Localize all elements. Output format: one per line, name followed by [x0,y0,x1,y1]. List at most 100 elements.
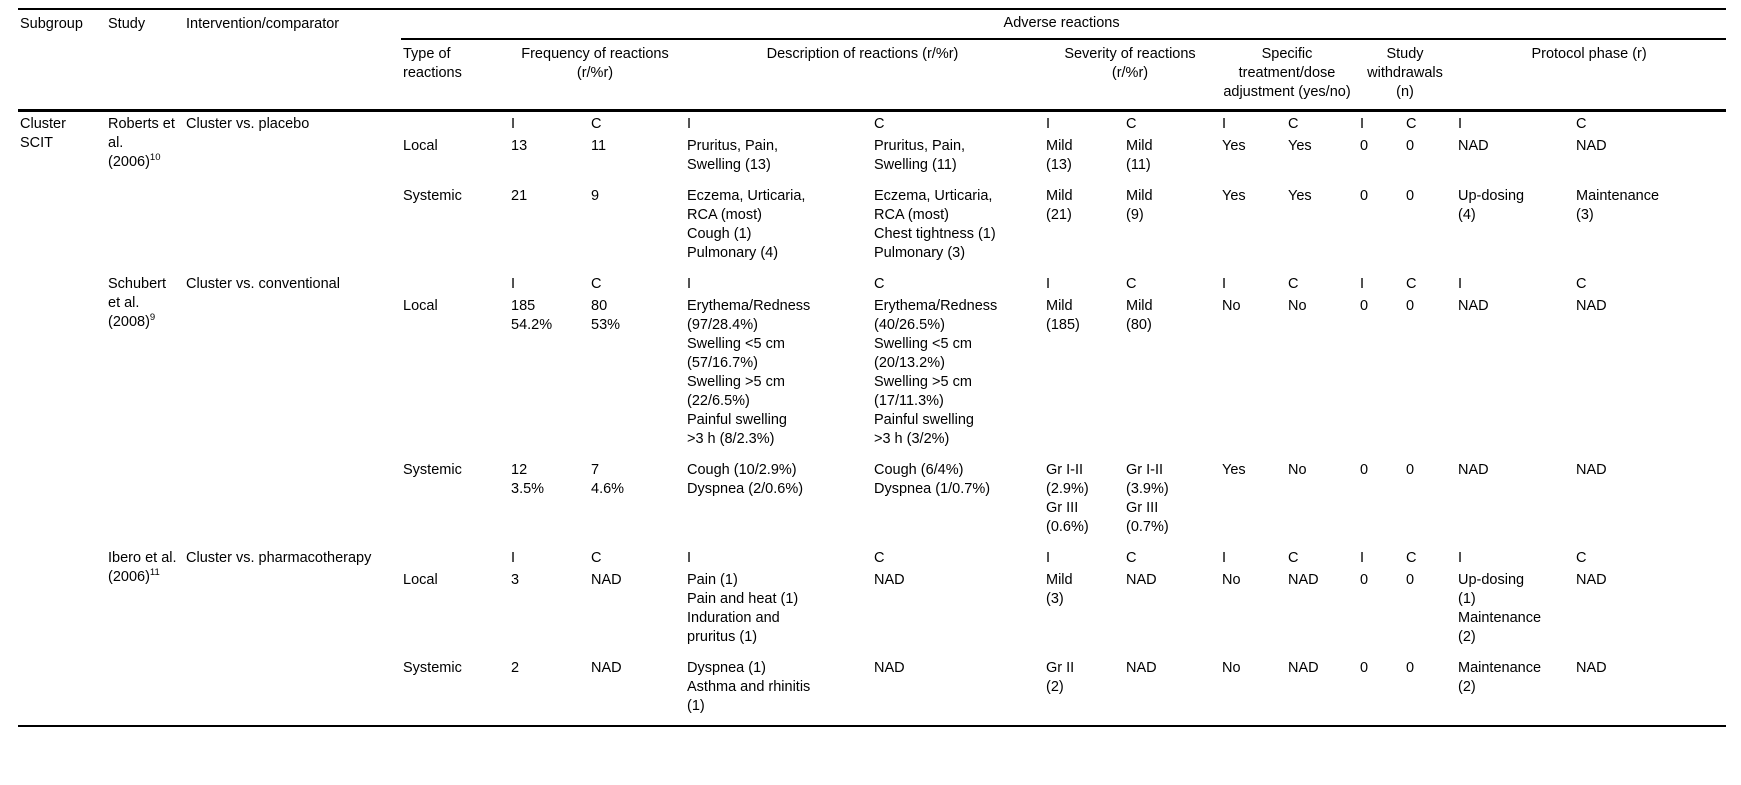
cell-frequency-c: 9 [591,188,600,204]
cell-frequency-i: 13 [511,138,528,154]
cell-description-c: Erythema/Redness (40/26.5%) Swelling <5 … [874,298,998,447]
cell-type [401,272,509,294]
cell-protocol-i: I [1458,116,1463,132]
col-header-treatment: Specific treatment/dose adjustment (yes/… [1220,39,1358,112]
cell-treatment-c: NAD [1288,572,1319,588]
ic-header-row: Schubert et al. (2008)9 Cluster vs. conv… [18,272,1726,330]
cell-description-i: I [687,550,692,566]
cell-protocol-c: NAD [1576,462,1607,478]
cell-withdrawals-c: C [1406,550,1417,566]
cell-description-i: Pain (1) Pain and heat (1) Induration an… [687,572,799,645]
cell-protocol-c: Maintenance (3) [1576,188,1660,223]
cell-treatment-i: No [1222,660,1241,676]
cell-protocol-c: C [1576,550,1587,566]
col-header-study: Study [106,9,184,112]
cell-type: Local [403,298,438,314]
cell-protocol-i: Up-dosing (4) [1458,188,1525,223]
adverse-reactions-table: Subgroup Study Intervention/comparator A… [18,8,1727,727]
cell-treatment-i: I [1222,550,1227,566]
ic-header-row: Ibero et al. (2006)11 Cluster vs. pharma… [18,546,1726,585]
cell-frequency-c: NAD [591,660,622,676]
cell-severity-c: NAD [1126,572,1157,588]
cell-protocol-c: NAD [1576,138,1607,154]
cell-severity-i: Gr I-II (2.9%) Gr III (0.6%) [1046,462,1089,535]
cell-description-i: Dyspnea (1) Asthma and rhinitis (1) [687,660,811,714]
col-header-severity: Severity of reactions (r/%r) [1044,39,1220,112]
col-header-description: Description of reactions (r/%r) [685,39,1044,112]
col-header-subgroup: Subgroup [18,9,106,112]
cell-study: Roberts et al. (2006)10 [106,111,184,273]
cell-withdrawals-c: 0 [1406,462,1415,478]
cell-frequency-i: 21 [511,188,528,204]
cell-type: Local [403,138,438,154]
cell-frequency-i: 3 [511,572,520,588]
col-header-adverse-reactions: Adverse reactions [401,9,1727,40]
cell-treatment-i: I [1222,276,1227,292]
col-header-protocol: Protocol phase (r) [1456,39,1727,112]
cell-frequency-c: 7 4.6% [591,462,625,497]
cell-withdrawals-i: 0 [1360,298,1369,314]
col-header-type: Type of reactions [401,39,509,112]
header-row-1: Subgroup Study Intervention/comparator A… [18,9,1727,112]
cell-description-i: Erythema/Redness (97/28.4%) Swelling <5 … [687,298,811,447]
cell-treatment-c: C [1288,550,1299,566]
cell-treatment-c: No [1288,298,1307,314]
cell-treatment-i: No [1222,572,1241,588]
cell-protocol-i: I [1458,276,1463,292]
cell-description-i: I [687,116,692,132]
cell-treatment-c: Yes [1288,138,1312,154]
cell-type [401,111,509,135]
cell-severity-c: C [1126,550,1137,566]
cell-frequency-i: 2 [511,660,520,676]
cell-treatment-c: No [1288,462,1307,478]
cell-description-i: Eczema, Urticaria, RCA (most) Cough (1) … [687,188,806,261]
header-row-2: Type of reactions Frequency of reactions… [18,39,1727,112]
study-reference-number: 11 [149,567,160,579]
cell-description-c: Cough (6/4%) Dyspnea (1/0.7%) [874,462,991,497]
cell-frequency-i: 185 54.2% [511,298,553,333]
cell-withdrawals-c: 0 [1406,188,1415,204]
cell-description-i: Pruritus, Pain, Swelling (13) [687,138,779,173]
study-name: Roberts et al. (2006) [108,116,175,170]
cell-withdrawals-c: C [1406,276,1417,292]
cell-intervention: Cluster vs. pharmacotherapy [186,550,372,566]
cell-description-c: C [874,550,885,566]
cell-withdrawals-i: I [1360,550,1365,566]
cell-severity-c: Mild (80) [1126,298,1153,333]
cell-type [401,546,509,568]
cell-frequency-c: 11 [591,138,607,154]
ic-header-row: Cluster SCIT Roberts et al. (2006)10 Clu… [18,111,1726,170]
cell-protocol-c: NAD [1576,572,1607,588]
cell-description-c: Eczema, Urticaria, RCA (most) Chest tigh… [874,188,996,261]
local-row: Local 185 54.2% 80 53% Erythema/Redness … [18,294,1726,458]
cell-severity-i: Mild (13) [1046,138,1073,173]
cell-study: Schubert et al. (2008)9 [106,272,184,546]
cell-treatment-i: Yes [1222,188,1246,204]
cell-severity-i: I [1046,550,1051,566]
cell-type: Systemic [403,188,462,204]
study-reference-number: 10 [149,152,161,164]
cell-frequency-i: I [511,116,516,132]
cell-description-i: Cough (10/2.9%) Dyspnea (2/0.6%) [687,462,804,497]
cell-frequency-c: C [591,550,602,566]
cell-withdrawals-c: 0 [1406,298,1415,314]
cell-study: Ibero et al. (2006)11 [106,546,184,726]
cell-severity-i: Mild (21) [1046,188,1073,223]
cell-description-c: C [874,116,885,132]
cell-withdrawals-i: 0 [1360,138,1369,154]
cell-severity-i: Gr II (2) [1046,660,1075,695]
cell-frequency-i: I [511,276,516,292]
cell-severity-c: Mild (11) [1126,138,1153,173]
cell-treatment-i: Yes [1222,138,1246,154]
cell-withdrawals-i: 0 [1360,462,1369,478]
cell-type: Systemic [403,660,462,676]
cell-treatment-i: Yes [1222,462,1246,478]
col-header-intervention: Intervention/comparator [184,9,401,112]
cell-severity-c: Gr I-II (3.9%) Gr III (0.7%) [1126,462,1169,535]
cell-treatment-i: I [1222,116,1227,132]
col-header-frequency: Frequency of reactions (r/%r) [509,39,685,112]
cell-severity-i: I [1046,116,1051,132]
cell-withdrawals-i: 0 [1360,660,1369,676]
cell-treatment-c: C [1288,276,1299,292]
cell-severity-c: Mild (9) [1126,188,1153,223]
